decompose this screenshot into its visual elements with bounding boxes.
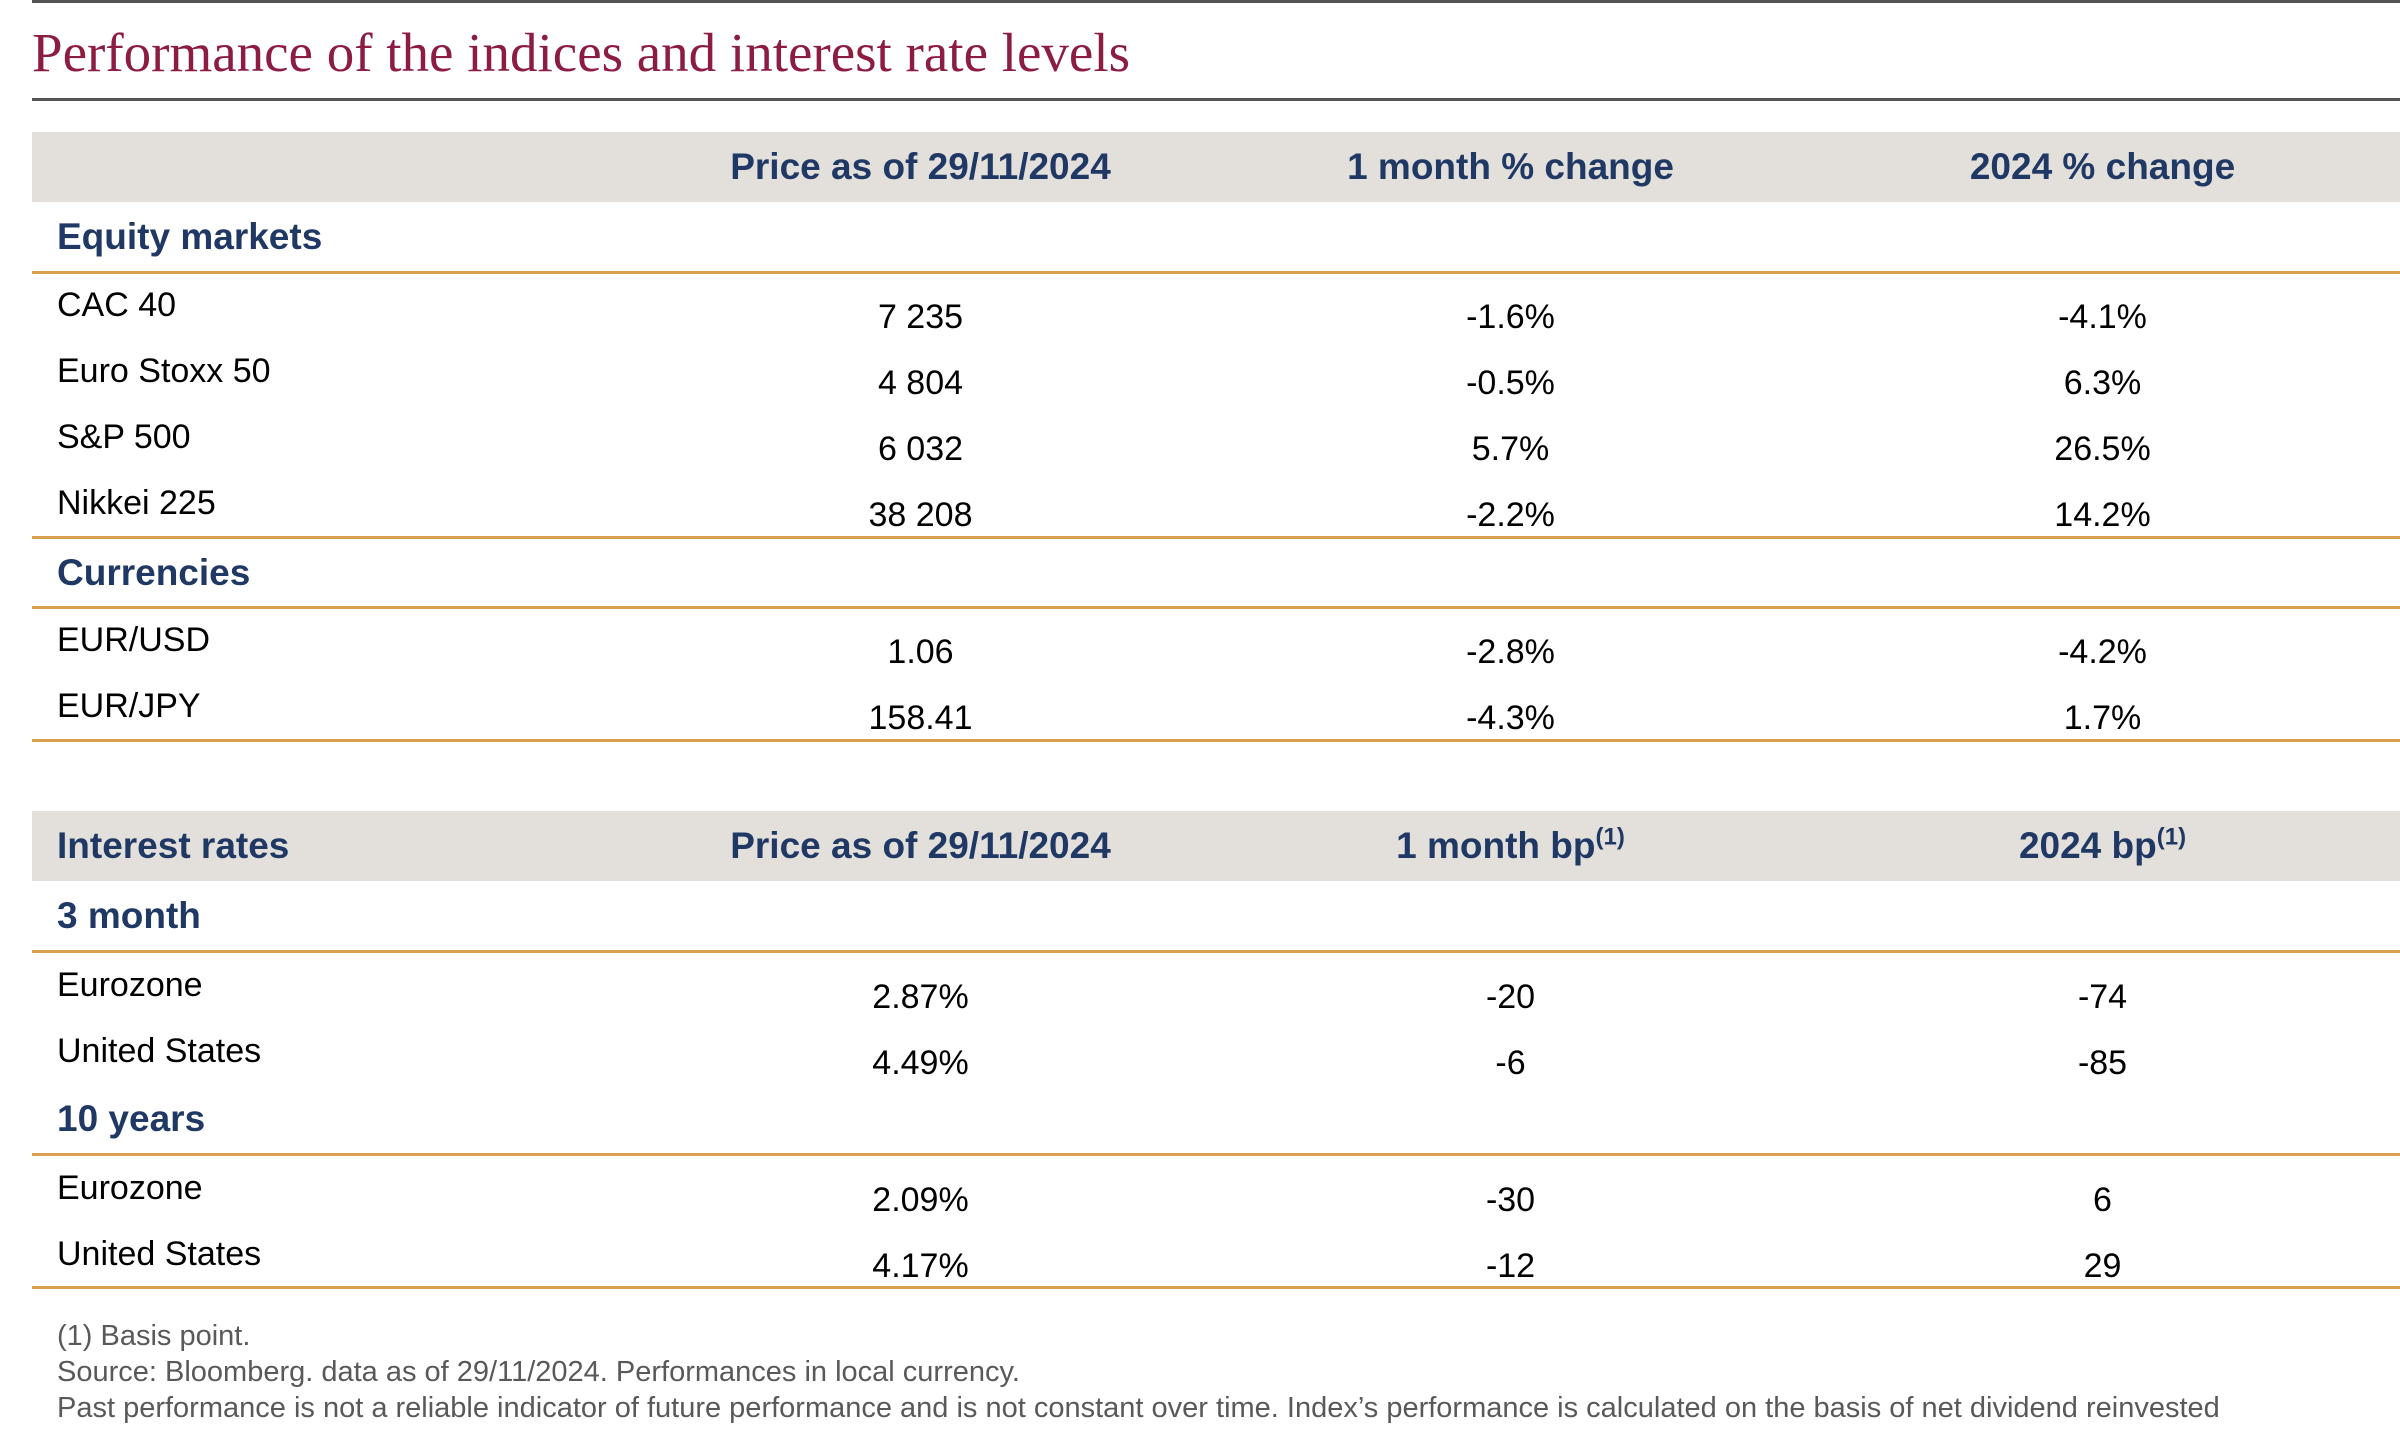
table-row: United States 4.49% -6 -85 [32, 1031, 2400, 1097]
section-currencies: Currencies [57, 552, 251, 593]
row-label: CAC 40 [57, 286, 177, 324]
section-rule [32, 950, 2400, 953]
ytd-change-cell: -4.2% [2058, 633, 2147, 671]
footnote-marker: (1) [2156, 823, 2187, 851]
row-label: Eurozone [57, 1169, 203, 1207]
section-rule [32, 1153, 2400, 1156]
table1-header-row: Price as of 29/11/2024 1 month % change … [32, 132, 2400, 202]
section-equity-markets: Equity markets [57, 216, 323, 257]
ytd-bp-cell: -74 [2077, 978, 2128, 1016]
price-cell: 6 032 [877, 430, 964, 468]
month-bp-cell: -12 [1485, 1247, 1536, 1285]
ytd-bp-cell: 6 [2093, 1181, 2112, 1219]
table-row: United States 4.17% -12 29 [32, 1234, 2400, 1300]
row-label: S&P 500 [57, 418, 191, 456]
footnote-disclaimer: Past performance is not a reliable indic… [57, 1392, 2220, 1424]
table-row: Eurozone 2.09% -30 6 [32, 1168, 2400, 1234]
table-row: S&P 500 6 032 5.7% 26.5% [32, 417, 2400, 483]
month-bp-cell: -30 [1485, 1181, 1536, 1219]
table2-header-interest-rates: Interest rates [57, 825, 290, 866]
table1-header-price: Price as of 29/11/2024 [730, 146, 1111, 187]
row-label: EUR/USD [57, 621, 211, 659]
section-3-month: 3 month [57, 895, 201, 936]
price-cell: 2.87% [872, 978, 969, 1016]
row-label: Nikkei 225 [57, 484, 216, 522]
table-row: EUR/JPY 158.41 -4.3% 1.7% [32, 686, 2400, 752]
price-cell: 7 235 [877, 298, 964, 336]
ytd-bp-cell: 29 [2083, 1247, 2122, 1285]
table1-header-ytd: 2024 % change [1969, 146, 2236, 187]
ytd-change-cell: 6.3% [2063, 364, 2142, 402]
month-change-cell: -2.8% [1466, 633, 1555, 671]
footnote-basis-point: (1) Basis point. [57, 1320, 251, 1352]
footnote-source: Source: Bloomberg. data as of 29/11/2024… [57, 1356, 1020, 1388]
price-cell: 2.09% [872, 1181, 969, 1219]
footnote-marker: (1) [1595, 823, 1625, 851]
month-bp-cell: -6 [1495, 1044, 1526, 1082]
table-row: Nikkei 225 38 208 -2.2% 14.2% [32, 483, 2400, 549]
table2-header-row: Interest rates Price as of 29/11/2024 1 … [32, 811, 2400, 881]
section-10-years: 10 years [57, 1098, 206, 1139]
price-cell: 38 208 [868, 496, 973, 534]
price-cell: 4 804 [877, 364, 964, 402]
table1-header-1m: 1 month % change [1347, 146, 1674, 187]
month-change-cell: -4.3% [1466, 699, 1555, 737]
table-row: Euro Stoxx 50 4 804 -0.5% 6.3% [32, 351, 2400, 417]
row-label: United States [57, 1235, 262, 1273]
price-cell: 4.17% [872, 1247, 969, 1285]
section-rule [32, 536, 2400, 539]
page-title: Performance of the indices and interest … [32, 22, 1131, 83]
ytd-change-cell: -4.1% [2058, 298, 2147, 336]
table2-header-1m: 1 month bp(1) [1396, 823, 1625, 866]
row-label: Euro Stoxx 50 [57, 352, 271, 390]
top-rule [32, 0, 2400, 3]
month-bp-cell: -20 [1485, 978, 1536, 1016]
month-change-cell: -2.2% [1466, 496, 1555, 534]
row-label: Eurozone [57, 966, 203, 1004]
price-cell: 1.06 [887, 633, 954, 671]
table-row: EUR/USD 1.06 -2.8% -4.2% [32, 620, 2400, 686]
table-row: Eurozone 2.87% -20 -74 [32, 965, 2400, 1031]
section-rule [32, 606, 2400, 609]
ytd-change-cell: 26.5% [2054, 430, 2151, 468]
table2-header-price: Price as of 29/11/2024 [730, 825, 1111, 866]
table-bottom-rule [32, 739, 2400, 742]
table-bottom-rule [32, 1286, 2400, 1289]
month-change-cell: 5.7% [1471, 430, 1550, 468]
ytd-change-cell: 1.7% [2063, 699, 2142, 737]
ytd-bp-cell: -85 [2077, 1044, 2128, 1082]
price-cell: 158.41 [868, 699, 973, 737]
row-label: United States [57, 1032, 262, 1070]
ytd-change-cell: 14.2% [2054, 496, 2151, 534]
month-change-cell: -0.5% [1466, 364, 1555, 402]
title-rule [32, 98, 2400, 101]
row-label: EUR/JPY [57, 687, 201, 725]
table-row: CAC 40 7 235 -1.6% -4.1% [32, 285, 2400, 351]
month-change-cell: -1.6% [1466, 298, 1555, 336]
section-rule [32, 271, 2400, 274]
table2-header-ytd: 2024 bp(1) [2018, 823, 2187, 866]
price-cell: 4.49% [872, 1044, 969, 1082]
